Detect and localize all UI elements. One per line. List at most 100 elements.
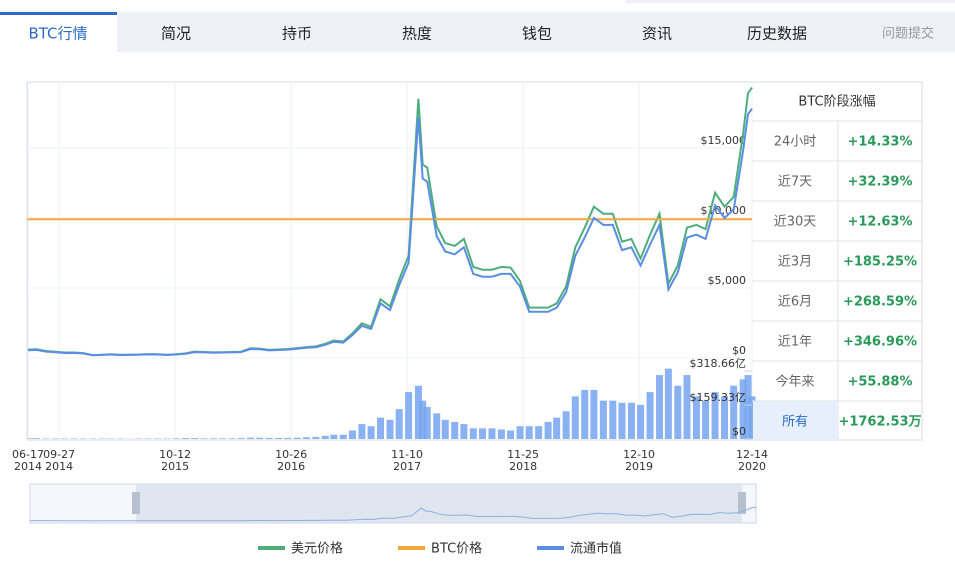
volume-bar [405, 392, 413, 439]
volume-bar [711, 392, 719, 439]
y2-tick-label: $159.33亿 [690, 391, 747, 404]
change-value: +1762.53万 [838, 415, 921, 430]
volume-bar [702, 400, 710, 439]
volume-bar [181, 438, 189, 439]
volume-bar [478, 428, 486, 439]
x-tick-label: 2016 [277, 460, 305, 473]
top-bar [625, 0, 955, 3]
feedback-link[interactable]: 问题提交 [882, 26, 934, 42]
volume-bar [627, 402, 635, 439]
zoom-window[interactable] [136, 484, 742, 523]
x-tick-label: 10-12 [159, 448, 191, 461]
period-label: 近30天 [774, 215, 817, 230]
tab[interactable]: 历史数据 [747, 25, 807, 43]
x-tick-label: 2014 [45, 460, 73, 473]
period-label: 近1年 [778, 335, 812, 350]
change-value: +268.59% [843, 295, 917, 310]
volume-bar [609, 400, 617, 439]
volume-bar [200, 438, 208, 439]
volume-bar [562, 411, 570, 439]
volume-bar [172, 438, 180, 439]
volume-bar [441, 419, 449, 439]
volume-bar [739, 379, 747, 439]
x-tick-label: 2017 [393, 460, 421, 473]
volume-bar [599, 400, 607, 439]
change-value: +346.96% [843, 335, 917, 350]
volume-bar [358, 424, 366, 439]
x-tick-label: 2015 [161, 460, 189, 473]
volume-bar [721, 396, 729, 439]
volume-bar [451, 421, 459, 439]
tab[interactable]: 钱包 [522, 25, 552, 43]
change-value: +55.88% [847, 375, 912, 390]
volume-bar [191, 438, 199, 439]
volume-bar [433, 413, 441, 439]
volume-bar [28, 438, 35, 439]
volume-bar [460, 424, 468, 439]
zoom-handle-left[interactable] [132, 492, 140, 514]
x-tick-label: 2018 [509, 460, 537, 473]
volume-bar [646, 392, 654, 439]
active-tab-bg [0, 12, 117, 52]
volume-bar [637, 404, 645, 439]
zoom-handle-right[interactable] [738, 492, 746, 514]
volume-bar [469, 428, 477, 439]
period-label: 24小时 [774, 135, 817, 150]
period-label: 近7天 [778, 175, 812, 190]
volume-bar [618, 402, 626, 439]
volume-bar [395, 409, 403, 439]
change-value: +32.39% [847, 175, 912, 190]
tab-bar [0, 12, 955, 52]
series-line [27, 108, 753, 357]
table-title: BTC阶段涨幅 [798, 95, 875, 110]
legend-label[interactable]: 流通市值 [570, 541, 622, 557]
volume-bar [507, 430, 515, 439]
volume-bar [423, 407, 431, 439]
volume-bar [330, 434, 338, 439]
legend-label[interactable]: BTC价格 [431, 541, 482, 557]
volume-bar [33, 438, 41, 439]
tab[interactable]: BTC行情 [28, 25, 87, 43]
x-tick-label: 10-26 [275, 448, 307, 461]
period-label: 近6月 [778, 295, 812, 310]
y2-tick-label: $318.66亿 [690, 357, 747, 370]
tab[interactable]: 持币 [282, 25, 312, 43]
volume-bar [275, 437, 283, 439]
x-tick-label: 12-10 [623, 448, 655, 461]
x-tick-label: 2014 [14, 460, 42, 473]
volume-bar [516, 426, 524, 439]
volume-bar [692, 396, 700, 439]
volume-bar [419, 400, 427, 439]
period-label: 所有 [782, 415, 808, 430]
x-tick-label: 2020 [738, 460, 766, 473]
row-highlight [753, 401, 837, 440]
volume-bar [293, 437, 301, 439]
volume-bar [590, 389, 598, 439]
volume-bar [247, 437, 255, 439]
legend-label[interactable]: 美元价格 [291, 541, 343, 557]
volume-bar [367, 426, 375, 439]
change-value: +14.33% [847, 135, 912, 150]
volume-bar [284, 437, 292, 439]
volume-bar [571, 396, 579, 439]
volume-bar [312, 436, 320, 439]
x-tick-label: 11-10 [391, 448, 423, 461]
volume-bar [348, 430, 356, 439]
slider-line [30, 506, 757, 522]
tab[interactable]: 简况 [161, 25, 191, 43]
volume-bar [339, 434, 347, 439]
volume-bar [377, 417, 385, 439]
volume-bar [525, 426, 533, 439]
tab[interactable]: 热度 [402, 25, 432, 43]
volume-bar [386, 419, 394, 439]
y2-tick-label: $0 [732, 425, 746, 438]
volume-bar [730, 385, 738, 439]
period-label: 近3月 [778, 255, 812, 270]
tab[interactable]: 资讯 [642, 25, 672, 43]
volume-bar [256, 437, 264, 439]
volume-bar [748, 396, 756, 439]
volume-bar [488, 428, 496, 439]
x-tick-label: 12-14 [736, 448, 768, 461]
